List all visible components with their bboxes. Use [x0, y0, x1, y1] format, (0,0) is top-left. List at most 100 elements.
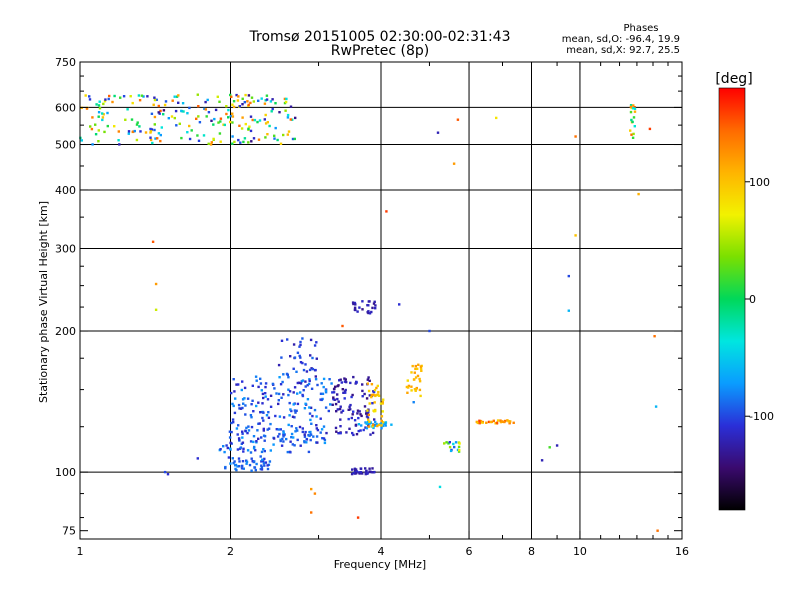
data-point [428, 329, 431, 333]
data-point [307, 450, 311, 454]
data-point [89, 125, 92, 128]
data-point [232, 462, 235, 465]
data-point [237, 424, 240, 427]
data-point [250, 416, 253, 419]
data-point [277, 399, 280, 402]
data-point [375, 422, 378, 426]
data-point [271, 98, 274, 101]
data-point [157, 111, 160, 114]
data-point [307, 382, 311, 386]
data-point [101, 118, 104, 122]
data-point [101, 116, 105, 119]
data-point [360, 424, 363, 427]
data-point [305, 438, 309, 441]
data-point [130, 118, 134, 121]
data-point [291, 137, 295, 141]
data-point [313, 344, 317, 347]
data-point [458, 449, 461, 452]
data-point [269, 449, 272, 452]
data-point [352, 375, 355, 379]
data-point [292, 436, 295, 439]
data-point [296, 402, 300, 406]
data-point [293, 416, 296, 419]
data-point [419, 365, 423, 368]
data-point [231, 115, 235, 118]
data-point [243, 397, 246, 400]
data-point [345, 380, 348, 384]
data-point [353, 301, 357, 305]
data-point [271, 382, 275, 386]
data-point [490, 420, 494, 424]
data-point [478, 419, 481, 422]
data-point [390, 423, 393, 426]
data-point [243, 137, 247, 140]
data-point [267, 411, 270, 414]
y-tick-label: 500 [55, 139, 76, 152]
data-point [149, 127, 152, 131]
data-point [323, 441, 327, 445]
data-point [280, 339, 284, 342]
data-point [632, 104, 635, 107]
data-point [241, 460, 245, 463]
data-point [367, 418, 370, 421]
data-point [273, 387, 276, 390]
data-point [360, 414, 363, 418]
chart-subtitle: RwPretec (8p) [331, 43, 429, 59]
data-point [232, 421, 235, 424]
data-point [246, 449, 250, 452]
data-point [242, 450, 245, 453]
data-point [345, 431, 348, 434]
data-point [244, 122, 247, 126]
data-point [241, 430, 244, 433]
data-point [282, 430, 285, 433]
data-point [271, 107, 274, 111]
data-point [633, 125, 636, 128]
data-point [374, 420, 377, 424]
data-point [356, 409, 360, 412]
data-point [104, 98, 107, 101]
data-point [158, 112, 161, 115]
data-point [305, 370, 309, 373]
data-point [381, 421, 385, 424]
data-point [244, 429, 247, 432]
data-point [204, 100, 207, 104]
data-point [217, 121, 220, 124]
data-point [368, 312, 372, 315]
data-point [243, 101, 246, 104]
data-point [275, 428, 278, 431]
data-point [350, 472, 354, 476]
data-point [364, 472, 367, 476]
data-point [287, 393, 290, 397]
data-point [267, 416, 271, 419]
data-point [265, 414, 269, 417]
data-point [334, 385, 337, 388]
x-tick-label: 10 [573, 545, 587, 558]
data-point [372, 390, 376, 394]
data-point [335, 430, 338, 433]
data-point [299, 391, 302, 394]
data-point [124, 118, 127, 121]
data-point [173, 95, 176, 98]
data-point [264, 99, 267, 102]
data-point [241, 406, 244, 410]
data-point [489, 420, 492, 424]
data-point [367, 425, 370, 428]
data-point [309, 338, 313, 342]
data-point [287, 388, 290, 391]
data-point [234, 397, 237, 400]
data-point [358, 472, 361, 475]
data-point [414, 389, 417, 392]
data-point [137, 94, 141, 97]
data-point [254, 449, 257, 452]
data-point [319, 431, 322, 434]
data-point [244, 413, 247, 416]
chart-title: Tromsø 20151005 02:30:00-02:31:43 [249, 29, 511, 45]
data-point [94, 123, 97, 126]
data-point [406, 391, 409, 394]
data-point [159, 109, 162, 113]
data-point [174, 109, 178, 113]
data-point [264, 122, 268, 125]
data-point [293, 137, 296, 141]
data-point [301, 361, 304, 365]
data-point [354, 303, 357, 306]
